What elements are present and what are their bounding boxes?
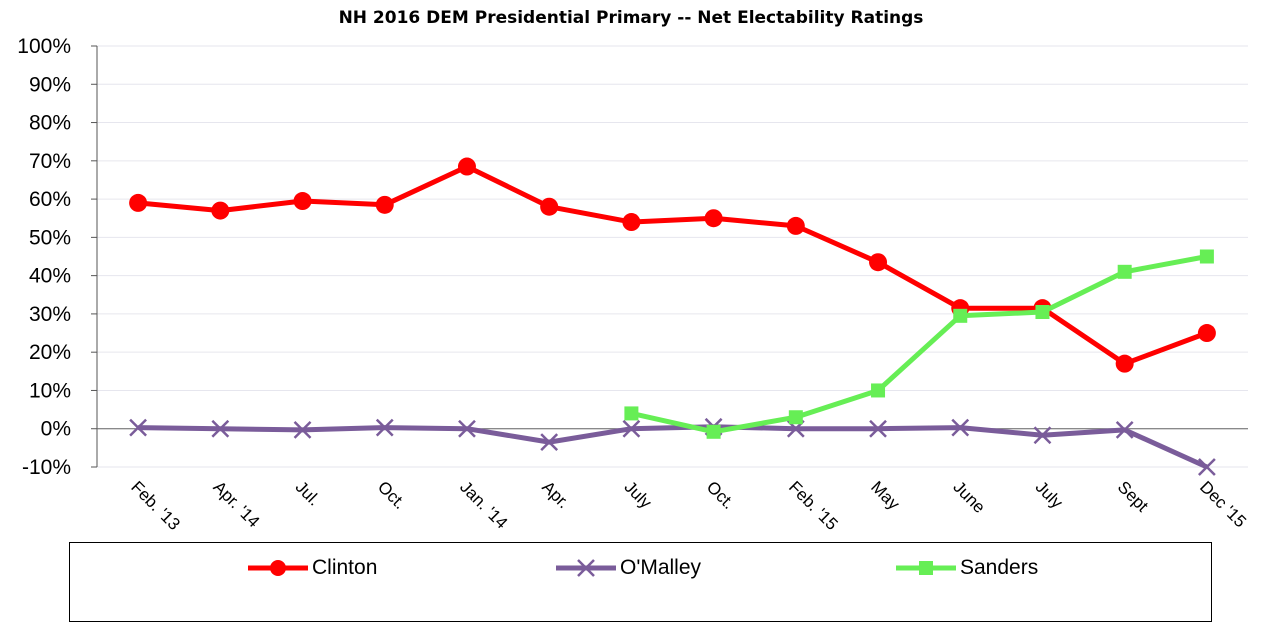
x-tick-label: June: [949, 477, 989, 517]
x-tick-label: Dec '15: [1196, 477, 1250, 531]
data-point: [1198, 458, 1216, 476]
data-point: [1115, 420, 1134, 439]
legend-swatch-omalley: [556, 559, 616, 577]
data-point: [1117, 264, 1132, 279]
legend-item-clinton: Clinton: [248, 553, 377, 583]
x-tick-label: Feb. '13: [127, 477, 184, 534]
y-tick-label: 90%: [29, 73, 71, 96]
data-point: [293, 420, 312, 439]
y-tick-label: 20%: [29, 341, 71, 364]
series-clinton: [129, 157, 1216, 373]
y-tick-label: 30%: [29, 303, 71, 326]
series-line: [137, 164, 1208, 367]
x-tick-label: Oct.: [374, 477, 409, 512]
legend-label-clinton: Clinton: [312, 556, 378, 579]
legend-item-omalley: O'Malley: [556, 553, 701, 583]
x-tick-label: Jul.: [292, 477, 324, 509]
data-point: [293, 192, 312, 211]
x-tick-label: Feb. '15: [785, 477, 842, 534]
chart-title: NH 2016 DEM Presidential Primary -- Net …: [338, 8, 924, 28]
data-point: [211, 419, 230, 438]
data-point: [953, 308, 968, 323]
legend-label-omalley: O'Malley: [620, 556, 702, 579]
legend-label-sanders: Sanders: [960, 556, 1039, 579]
data-point: [540, 433, 559, 452]
x-tick-label: July: [621, 477, 656, 512]
x-axis: Feb. '13 Apr. '14 Jul. Oct. Jan. '14 Apr. July…: [127, 477, 1250, 534]
data-point: [624, 406, 639, 421]
data-point: [706, 424, 721, 439]
data-point: [869, 419, 887, 438]
x-tick-label: Apr.: [538, 477, 573, 512]
data-point: [622, 213, 641, 232]
data-point: [1035, 304, 1050, 319]
series-lines: [129, 157, 1216, 476]
y-tick-label: 60%: [29, 188, 71, 211]
legend-item-sanders: Sanders: [896, 553, 1038, 583]
x-tick-label: July: [1032, 477, 1067, 512]
y-tick-label: 50%: [29, 226, 71, 249]
x-tick-label: Apr. '14: [209, 477, 263, 531]
y-tick-label: 80%: [29, 112, 71, 135]
data-point: [951, 418, 970, 437]
data-point: [1033, 426, 1052, 445]
y-tick-label: 40%: [29, 265, 71, 288]
data-point: [457, 157, 476, 176]
data-point: [788, 410, 803, 425]
data-point: [1115, 354, 1134, 373]
data-point: [375, 418, 394, 437]
data-point: [375, 195, 394, 214]
data-point: [622, 419, 641, 438]
series-line: [138, 424, 1208, 470]
x-tick-label: Jan. '14: [456, 477, 511, 532]
data-point: [540, 197, 559, 216]
legend: Clinton O'Malley Sanders: [69, 542, 1212, 622]
data-point: [211, 201, 230, 220]
data-point: [1199, 249, 1214, 264]
x-tick-label: Sept: [1114, 477, 1152, 515]
y-tick-label: 0%: [41, 418, 71, 441]
y-tick-label: 100%: [17, 35, 71, 58]
data-point: [129, 193, 148, 212]
series-line: [630, 254, 1208, 435]
data-point: [129, 418, 147, 437]
data-point: [1197, 324, 1216, 343]
gridlines: [97, 45, 1248, 468]
x-tick-label: May: [867, 477, 903, 513]
data-point: [786, 216, 805, 235]
data-point: [704, 209, 723, 228]
y-tick-label: 70%: [29, 150, 71, 173]
series-sanders: [624, 249, 1214, 439]
x-tick-label: Oct.: [703, 477, 738, 512]
legend-swatch-clinton: [248, 560, 308, 576]
y-tick-label: -10%: [22, 456, 71, 479]
data-point: [869, 253, 888, 272]
data-point: [871, 383, 886, 398]
legend-swatch-sanders: [896, 561, 956, 575]
data-point: [458, 419, 476, 438]
y-tick-label: 10%: [29, 379, 71, 402]
